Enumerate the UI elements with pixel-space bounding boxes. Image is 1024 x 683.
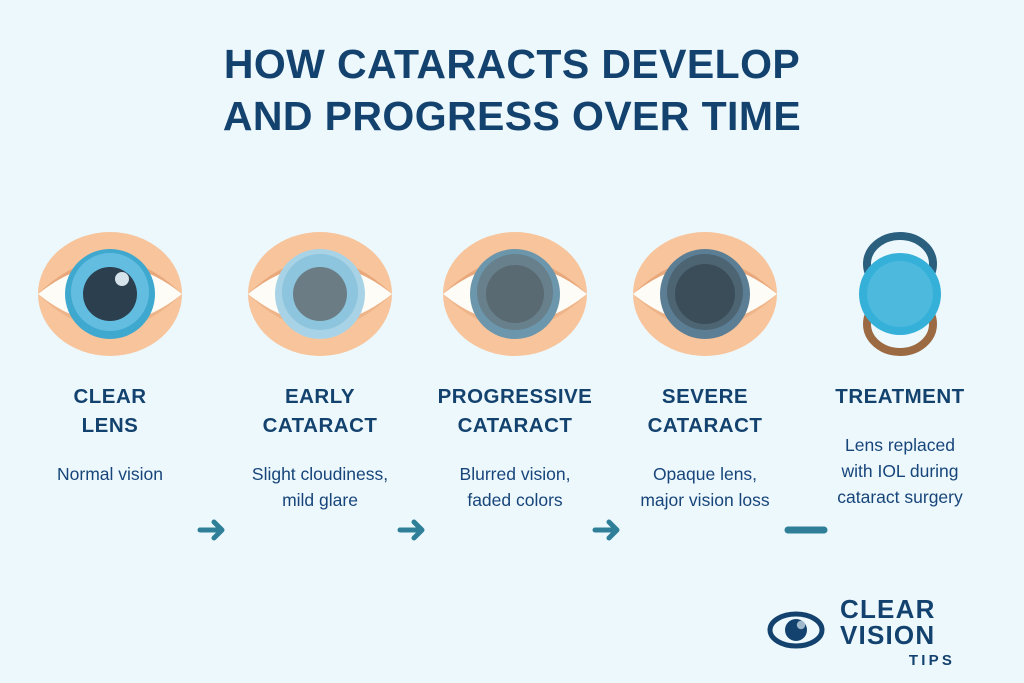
iol-lens-inner bbox=[867, 261, 933, 327]
stage-progressive-cataract: PROGRESSIVE CATARACT Blurred vision, fad… bbox=[415, 228, 615, 514]
connector-arrow-2 bbox=[392, 510, 432, 550]
stage-desc-severe-cataract: Opaque lens, major vision loss bbox=[640, 464, 770, 510]
stage-early-cataract: EARLY CATARACT Slight cloudiness, mild g… bbox=[220, 228, 420, 514]
page-title-line-2: AND PROGRESS OVER TIME bbox=[222, 93, 802, 140]
stage-desc-clear-lens: Normal vision bbox=[57, 464, 163, 485]
stage-severe-cataract: SEVERE CATARACT Opaque lens, major visio… bbox=[605, 228, 805, 514]
iol-illustration-treatment bbox=[800, 228, 1000, 360]
arrow-right-icon bbox=[197, 519, 225, 541]
brand-logo: CLEAR VISION TIPS bbox=[766, 596, 1024, 668]
page-title-line-1: HOW CATARACTS DEVELOP bbox=[223, 41, 801, 87]
eye-illustration-early-cataract bbox=[220, 228, 420, 360]
eye-illustration-severe-cataract bbox=[605, 228, 805, 360]
logo-name-sub: TIPS bbox=[908, 652, 956, 669]
stage-treatment: TREATMENT Lens replaced with IOL during … bbox=[800, 228, 1000, 510]
connector-dash-1 bbox=[782, 510, 828, 550]
stage-title-severe-cataract: SEVERE CATARACT bbox=[647, 385, 763, 438]
stage-title-clear-lens: CLEAR LENS bbox=[73, 385, 147, 438]
logo-eye-icon bbox=[766, 609, 826, 656]
logo-name-main: CLEAR VISION bbox=[840, 594, 936, 650]
pupil bbox=[675, 264, 735, 324]
stage-desc-early-cataract: Slight cloudiness, mild glare bbox=[251, 464, 389, 510]
stage-title-treatment: TREATMENT bbox=[835, 385, 965, 408]
connector-arrow-3 bbox=[587, 510, 627, 550]
stage-title-early-cataract: EARLY CATARACT bbox=[262, 385, 378, 438]
pupil bbox=[83, 267, 137, 321]
arrow-right-icon bbox=[592, 519, 620, 541]
stage-clear-lens: CLEAR LENS Normal vision bbox=[10, 228, 210, 488]
logo-wordmark: CLEAR VISION TIPS bbox=[840, 596, 1024, 668]
stage-title-progressive-cataract: PROGRESSIVE CATARACT bbox=[437, 385, 593, 438]
eye-illustration-clear-lens bbox=[10, 228, 210, 360]
stage-row: CLEAR LENS Normal vision bbox=[0, 228, 1024, 558]
connector-arrow-1 bbox=[192, 510, 232, 550]
arrow-right-icon bbox=[397, 519, 425, 541]
stage-desc-progressive-cataract: Blurred vision, faded colors bbox=[459, 464, 571, 510]
page-title: HOW CATARACTS DEVELOP AND PROGRESS OVER … bbox=[0, 38, 1024, 143]
pupil bbox=[293, 267, 347, 321]
pupil-highlight bbox=[115, 272, 129, 286]
pupil bbox=[486, 265, 544, 323]
eye-illustration-progressive-cataract bbox=[415, 228, 615, 360]
stage-desc-treatment: Lens replaced with IOL during cataract s… bbox=[837, 435, 963, 507]
